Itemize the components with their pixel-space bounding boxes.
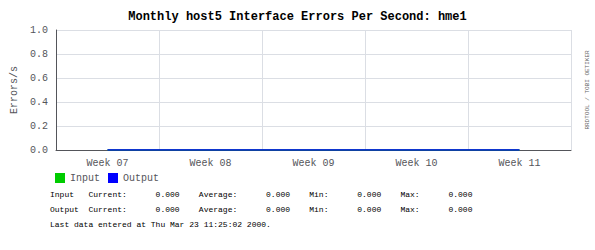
svg-text:1.0: 1.0 bbox=[30, 25, 48, 36]
svg-text:Input Current: 0.000: Input Current: 0.000 Average: 0.000 Min:… bbox=[50, 190, 473, 199]
svg-text:Output Current: 0.000: Output Current: 0.000 Average: 0.000 Min… bbox=[50, 205, 473, 214]
svg-text:0.0: 0.0 bbox=[30, 145, 48, 156]
svg-text:0.8: 0.8 bbox=[30, 49, 48, 60]
svg-text:Input: Input bbox=[70, 173, 100, 184]
svg-text:Week 08: Week 08 bbox=[189, 158, 231, 169]
svg-text:Week 09: Week 09 bbox=[292, 158, 334, 169]
svg-text:Week 11: Week 11 bbox=[498, 158, 540, 169]
svg-text:Week 07: Week 07 bbox=[86, 158, 128, 169]
svg-text:Last data entered at Thu Mar 2: Last data entered at Thu Mar 23 11:25:02… bbox=[50, 220, 271, 229]
svg-text:Output: Output bbox=[123, 173, 159, 184]
svg-text:Errors/s: Errors/s bbox=[9, 66, 20, 114]
svg-text:RRDTOOL / TOBI OETIKER: RRDTOOL / TOBI OETIKER bbox=[584, 50, 591, 130]
svg-text:0.4: 0.4 bbox=[30, 97, 48, 108]
svg-text:Week 10: Week 10 bbox=[395, 158, 437, 169]
svg-text:0.2: 0.2 bbox=[30, 121, 48, 132]
svg-text:Monthly host5 Interface Errors: Monthly host5 Interface Errors Per Secon… bbox=[128, 10, 466, 24]
svg-text:0.6: 0.6 bbox=[30, 73, 48, 84]
